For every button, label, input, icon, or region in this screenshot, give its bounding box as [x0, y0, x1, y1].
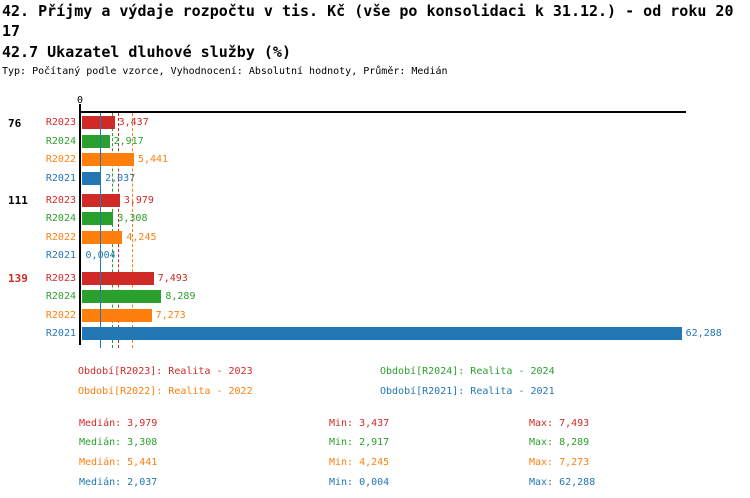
stat-median-r2022: Medián: 5,441: [79, 456, 158, 468]
bar-value-label: 4,245: [126, 231, 157, 243]
median-line-r2022: [132, 113, 134, 348]
bar-row-label: R2023: [45, 272, 76, 284]
bar: [81, 230, 123, 244]
bar: [81, 327, 682, 340]
bar-value-label: 2,037: [105, 172, 136, 184]
stat-max-r2023: Max: 7,493: [529, 417, 590, 429]
chart-subtitle: 42.7 Ukazatel dluhové služby (%): [2, 43, 291, 61]
bar-row-label: R2022: [45, 154, 76, 165]
bar: [81, 271, 154, 285]
bar-value-label: 0,004: [85, 250, 116, 261]
bar-value-label: 3,308: [117, 213, 148, 224]
stat-max-r2022: Max: 7,273: [529, 456, 590, 468]
bar-row-label: R2022: [45, 309, 76, 321]
axis-zero-label: 0: [76, 95, 84, 106]
bar-row-label: R2023: [45, 117, 76, 128]
bar: [81, 171, 102, 185]
bar-value-label: 62,288: [685, 328, 722, 339]
stat-min-r2021: Min: 0,004: [329, 476, 390, 488]
stat-min-r2022: Min: 4,245: [329, 456, 390, 468]
stat-min-r2024: Min: 2,917: [329, 437, 390, 449]
bar-value-label: 7,273: [155, 309, 186, 321]
stat-min-r2023: Min: 3,437: [329, 417, 390, 429]
page-title-line1: 42. Příjmy a výdaje rozpočtu v tis. Kč (…: [2, 2, 734, 20]
bar: [81, 116, 115, 129]
stat-max-r2021: Max: 62,288: [529, 476, 596, 488]
bar-value-label: 3,437: [118, 117, 149, 128]
bar-value-label: 8,289: [165, 291, 196, 302]
legend-item-r2024: Období[R2024]: Realita - 2024: [380, 365, 555, 377]
median-line-r2021: [99, 113, 101, 348]
bar: [81, 134, 110, 148]
bar-value-label: 5,441: [137, 154, 169, 165]
bar-row-label: R2024: [45, 213, 76, 224]
bar-row-label: R2024: [45, 135, 76, 147]
stat-median-r2021: Medián: 2,037: [79, 476, 158, 488]
bar: [81, 153, 134, 166]
bar-row-label: R2021: [45, 328, 76, 339]
legend-item-r2021: Období[R2021]: Realita - 2021: [380, 385, 555, 397]
group-label: 139: [8, 272, 28, 285]
bar: [81, 308, 152, 322]
legend-item-r2023: Období[R2023]: Realita - 2023: [78, 365, 253, 377]
bar-value-label: 7,493: [157, 272, 188, 284]
page-title-line2: 17: [2, 22, 21, 40]
bar-row-label: R2021: [45, 250, 76, 261]
bar-row-label: R2021: [45, 172, 76, 184]
group-label: 111: [8, 194, 28, 207]
x-axis-line: [80, 111, 686, 113]
chart-meta: Typ: Počítaný podle vzorce, Vyhodnocení:…: [2, 66, 448, 77]
legend-item-r2022: Období[R2022]: Realita - 2022: [78, 385, 253, 397]
bar: [81, 212, 114, 225]
stat-median-r2024: Medián: 3,308: [79, 437, 158, 449]
bar-row-label: R2024: [45, 291, 76, 302]
bar-value-label: 3,979: [123, 194, 154, 206]
bar-row-label: R2022: [45, 231, 76, 243]
stat-median-r2023: Medián: 3,979: [79, 417, 158, 429]
y-axis-line: [79, 104, 81, 345]
bar-value-label: 2,917: [113, 135, 144, 147]
stat-max-r2024: Max: 8,289: [529, 437, 590, 449]
bar: [81, 193, 120, 207]
bar-row-label: R2023: [45, 194, 76, 206]
bar: [81, 290, 162, 303]
group-label: 76: [8, 116, 22, 130]
